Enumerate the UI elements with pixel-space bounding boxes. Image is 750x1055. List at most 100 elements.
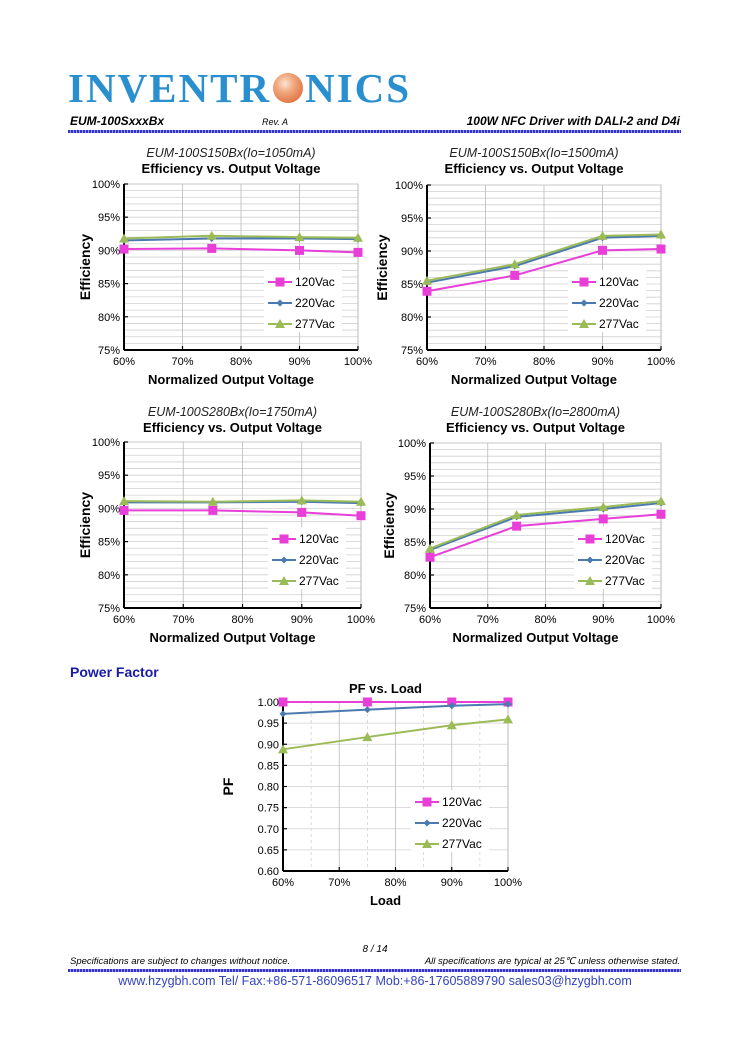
marker-square (447, 697, 457, 707)
legend-label: 120Vac (295, 275, 335, 289)
marker-square (275, 277, 285, 287)
marker-diamond (580, 299, 588, 307)
efficiency-chart-280-2800: 75% 80% 85% 90% 95% 100% 60% 70% 80% 90% 100% EUM-1… (370, 400, 690, 650)
chart-svg: 75% 80% 85% 90% 95% 100% 60% 70% 80% 90% 100% EUM-1… (374, 146, 675, 387)
y-tick-label: 75% (98, 345, 120, 357)
series-line (123, 237, 359, 242)
chart-svg: 0.60 0.65 0.70 0.75 0.80 0.85 0.90 0.95 1.00 60% 7… (220, 681, 522, 908)
y-tick-label: 80% (404, 570, 426, 582)
page-number: 8 / 14 (362, 944, 388, 955)
x-tick-label: 70% (477, 614, 499, 626)
marker-diamond (504, 700, 512, 708)
y-tick-label: 0.75 (258, 803, 279, 815)
marker-square (295, 245, 304, 255)
contact-info: www.hzygbh.com Tel/ Fax:+86-571-86096517… (118, 974, 632, 988)
marker-square (119, 244, 129, 254)
footer-divider (68, 969, 681, 972)
marker-diamond (448, 702, 456, 710)
marker-triangle (207, 496, 218, 506)
x-tick-label: 80% (533, 356, 555, 368)
legend-label: 277Vac (299, 574, 339, 588)
y-tick-label: 0.70 (258, 824, 279, 836)
marker-diamond (279, 710, 287, 718)
marker-triangle (597, 230, 608, 240)
marker-triangle (422, 275, 432, 285)
chart-subtitle: EUM-100S280Bx(Io=1750mA) (148, 405, 317, 419)
chart-title: Efficiency vs. Output Voltage (445, 161, 624, 176)
y-tick-label: 100% (398, 438, 426, 450)
y-axis-label: Efficiency (77, 234, 93, 300)
efficiency-chart-150-1500: 75% 80% 85% 90% 95% 100% 60% 70% 80% 90% 100% EUM-1… (370, 140, 690, 390)
brand-logo: INVENTR NICS (68, 64, 411, 112)
x-tick-label: 80% (230, 356, 252, 368)
x-tick-label: 100% (344, 356, 372, 368)
x-tick-label: 90% (591, 356, 613, 368)
series-120Vac (425, 509, 666, 562)
header-divider (68, 130, 681, 133)
y-tick-label: 85% (404, 537, 426, 549)
series-line (429, 500, 662, 550)
efficiency-chart-280-1750: 75% 80% 85% 90% 95% 100% 60% 70% 80% 90% 100% EUM-1… (60, 400, 380, 650)
y-tick-label: 95% (404, 471, 426, 483)
x-tick-label: 60% (416, 356, 438, 368)
y-axis-label: PF (220, 777, 236, 795)
marker-diamond (423, 819, 431, 827)
chart-title: Efficiency vs. Output Voltage (446, 420, 625, 435)
marker-square (208, 505, 218, 515)
x-tick-label: 100% (494, 877, 522, 889)
model-number: EUM-100SxxxBx (70, 114, 165, 128)
marker-triangle (422, 839, 432, 848)
x-axis-label: Normalized Output Voltage (148, 372, 314, 387)
marker-triangle (294, 232, 305, 242)
x-tick-label: 60% (113, 356, 135, 368)
legend-label: 120Vac (599, 275, 639, 289)
legend-label: 277Vac (295, 317, 335, 331)
legend-label: 220Vac (442, 816, 482, 830)
marker-square (512, 521, 522, 531)
y-tick-label: 90% (401, 246, 423, 258)
legend-label: 277Vac (442, 837, 482, 851)
series-line (426, 234, 662, 284)
y-tick-label: 80% (401, 312, 423, 324)
x-tick-label: 70% (172, 614, 194, 626)
legend-label: 277Vac (599, 317, 639, 331)
series-line (429, 502, 662, 551)
marker-triangle (278, 744, 288, 754)
marker-square (422, 797, 432, 807)
marker-triangle (585, 576, 595, 585)
footer-right-note: All specifications are typical at 25℃ un… (424, 956, 680, 967)
logo-text-left: INVENTR (68, 65, 272, 111)
y-tick-label: 95% (98, 212, 120, 224)
chart-svg: 75% 80% 85% 90% 95% 100% 60% 70% 80% 90% 100% EUM-1… (381, 405, 675, 645)
chart-svg: 75% 80% 85% 90% 95% 100% 60% 70% 80% 90% 100% EUM-1… (77, 405, 375, 645)
series-277Vac (119, 495, 366, 506)
series-line (123, 247, 359, 254)
series-277Vac (425, 496, 666, 553)
marker-square (656, 509, 666, 519)
marker-triangle (511, 509, 522, 519)
series-120Vac (119, 243, 363, 257)
y-tick-label: 0.65 (258, 845, 279, 857)
marker-triangle (119, 233, 129, 243)
marker-square (598, 245, 607, 255)
marker-triangle (579, 319, 589, 328)
x-tick-label: 70% (171, 356, 193, 368)
series-line (426, 233, 662, 282)
y-tick-label: 90% (98, 503, 120, 515)
marker-triangle (119, 496, 129, 506)
marker-diamond (586, 556, 594, 564)
y-tick-label: 100% (395, 180, 423, 192)
marker-triangle (446, 720, 457, 730)
footer-left-note: Specifications are subject to changes wi… (70, 956, 291, 967)
y-tick-label: 100% (92, 179, 120, 191)
y-tick-label: 90% (98, 245, 120, 257)
y-tick-label: 85% (98, 279, 120, 291)
x-tick-label: 90% (592, 614, 614, 626)
marker-square (353, 247, 363, 257)
x-tick-label: 60% (272, 877, 294, 889)
marker-square (279, 534, 289, 544)
marker-triangle (598, 502, 609, 512)
series-277Vac (422, 229, 666, 285)
marker-square (579, 277, 589, 287)
y-tick-label: 75% (404, 603, 426, 615)
